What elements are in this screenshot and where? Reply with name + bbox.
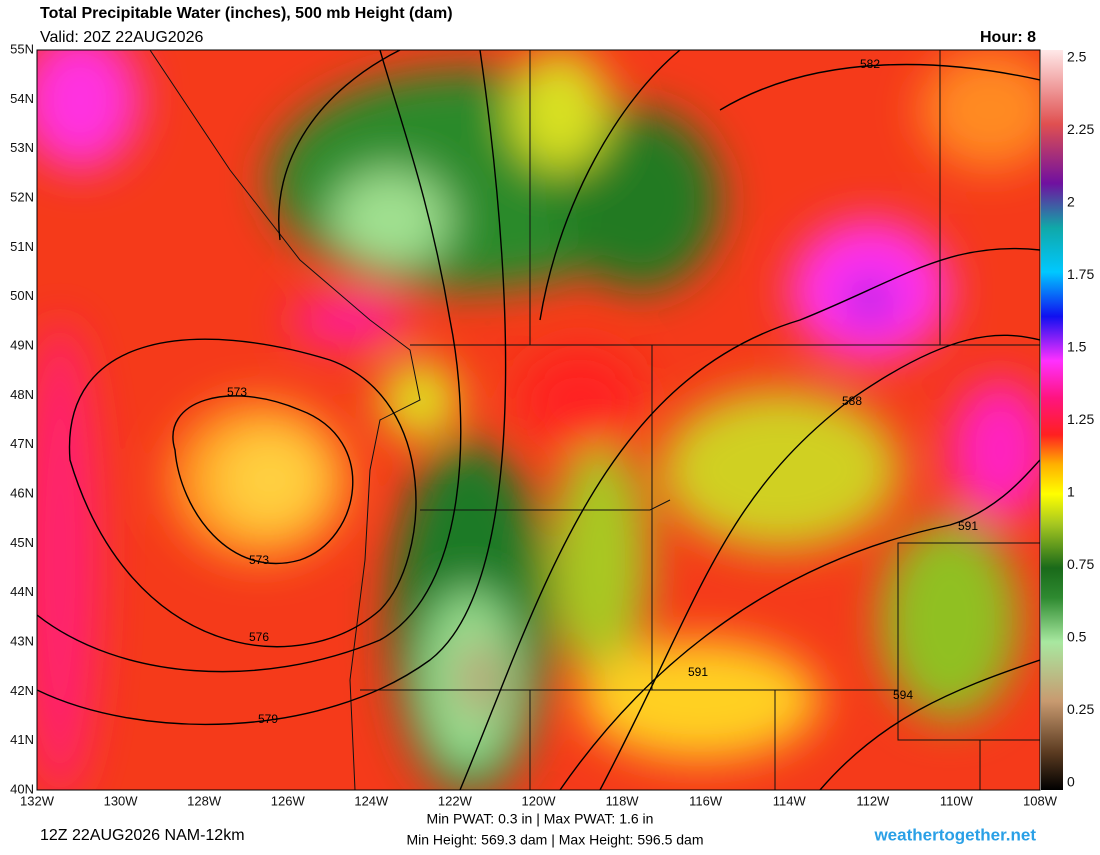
latitude-label: 46N [10, 485, 34, 500]
latitude-label: 53N [10, 140, 34, 155]
colorbar-label: 0.75 [1067, 556, 1094, 572]
longitude-label: 118W [606, 793, 640, 808]
latitude-label: 41N [10, 732, 34, 747]
contour-label: 591 [958, 519, 978, 533]
pwat-range: Min PWAT: 0.3 in | Max PWAT: 1.6 in [427, 811, 654, 827]
longitude-label: 124W [354, 793, 389, 808]
colorbar-label: 0.5 [1067, 629, 1087, 645]
latitude-label: 43N [10, 633, 34, 648]
map-field [37, 50, 1040, 790]
latitude-label: 48N [10, 387, 34, 402]
contour-label: 594 [893, 688, 913, 702]
forecast-hour: Hour: 8 [980, 29, 1036, 46]
longitude-label: 110W [940, 793, 974, 808]
latitude-label: 49N [10, 337, 34, 352]
colorbar-label: 2 [1067, 194, 1075, 210]
contour-label: 576 [249, 630, 269, 644]
contour-label: 573 [227, 385, 247, 399]
latitude-label: 54N [10, 91, 34, 106]
longitude-label: 114W [773, 793, 807, 808]
latitude-label: 55N [10, 41, 34, 56]
colorbar-label: 0.25 [1067, 701, 1094, 717]
contour-label: 582 [860, 57, 880, 71]
colorbar-label: 1.25 [1067, 411, 1094, 427]
longitude-label: 122W [438, 793, 473, 808]
colorbar-label: 2.25 [1067, 121, 1094, 137]
latitude-label: 42N [10, 683, 34, 698]
contour-label: 579 [258, 712, 278, 726]
contour-label: 573 [249, 553, 269, 567]
latitude-label: 40N [10, 781, 34, 796]
height-range: Min Height: 569.3 dam | Max Height: 596.… [406, 832, 703, 848]
longitude-label: 128W [187, 793, 222, 808]
latitude-label: 47N [10, 436, 34, 451]
latitude-label: 50N [10, 288, 34, 303]
longitude-label: 126W [271, 793, 306, 808]
map-frame [36, 49, 1041, 791]
contour-label: 588 [842, 394, 862, 408]
colorbar-label: 2.5 [1067, 49, 1087, 65]
colorbar-label: 1.75 [1067, 266, 1094, 282]
valid-time: Valid: 20Z 22AUG2026 [40, 29, 203, 46]
colorbar-label: 1 [1067, 484, 1075, 500]
site-credit: weathertogether.net [873, 825, 1036, 844]
longitude-label: 116W [689, 793, 723, 808]
colorbar [1041, 50, 1063, 790]
colorbar-label: 0 [1067, 774, 1075, 790]
latitude-label: 52N [10, 189, 34, 204]
longitude-label: 132W [20, 793, 55, 808]
colorbar-label: 1.5 [1067, 339, 1087, 355]
longitude-label: 130W [104, 793, 139, 808]
latitude-label: 51N [10, 239, 34, 254]
title: Total Precipitable Water (inches), 500 m… [40, 5, 453, 22]
longitude-label: 108W [1023, 793, 1058, 808]
model-run: 12Z 22AUG2026 NAM-12km [40, 827, 245, 844]
latitude-label: 45N [10, 535, 34, 550]
longitude-label: 112W [856, 793, 890, 808]
latitude-label: 44N [10, 584, 34, 599]
longitude-label: 120W [522, 793, 557, 808]
contour-label: 591 [688, 665, 708, 679]
